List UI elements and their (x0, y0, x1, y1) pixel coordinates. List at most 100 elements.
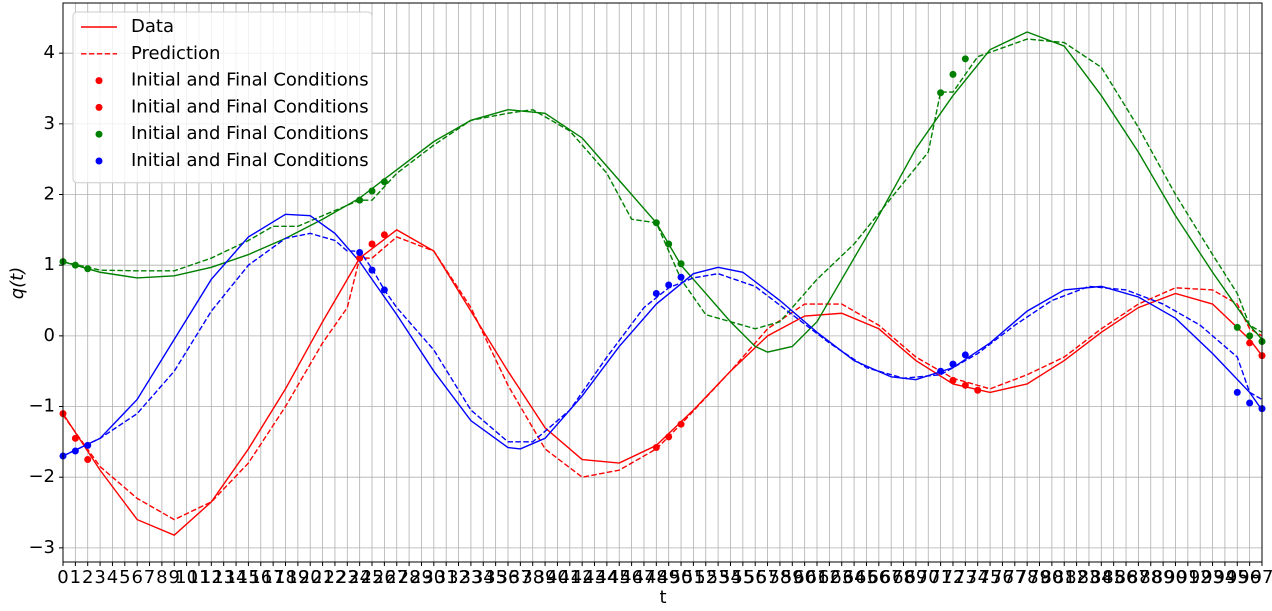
scatter-point (1246, 339, 1254, 347)
scatter-point (961, 351, 969, 359)
x-tick-label: 53 (707, 567, 730, 588)
x-tick-label: 69 (904, 567, 927, 588)
scatter-point (1246, 399, 1254, 407)
x-tick-label: 84 (1090, 567, 1113, 588)
scatter-point (71, 447, 79, 455)
x-tick-label: 60 (793, 567, 816, 588)
x-tick-label: 79 (1028, 567, 1051, 588)
y-tick-label: −2 (28, 466, 55, 487)
x-tick-label: 35 (484, 567, 507, 588)
x-tick-label: 66 (867, 567, 890, 588)
scatter-point (974, 386, 982, 394)
x-tick-label: 3 (94, 567, 105, 588)
x-tick-label: 86 (1115, 567, 1138, 588)
legend-label: Data (131, 16, 174, 37)
x-axis-label: t (659, 587, 666, 608)
x-tick-label: 92 (1189, 567, 1212, 588)
x-tick-label: 80 (1040, 567, 1063, 588)
x-tick-label: 6 (131, 567, 142, 588)
legend-label: Prediction (131, 43, 220, 64)
scatter-point (677, 420, 685, 428)
x-tick-label: 51 (682, 567, 705, 588)
x-tick-label: 67 (880, 567, 903, 588)
scatter-point (677, 260, 685, 268)
x-tick-label: 37 (509, 567, 532, 588)
x-tick-label: 34 (472, 567, 495, 588)
scatter-point (665, 281, 673, 289)
x-tick-label: 33 (459, 567, 482, 588)
scatter-point (368, 266, 376, 274)
x-tick-label: 52 (694, 567, 717, 588)
scatter-point (380, 178, 388, 186)
scatter-point (937, 367, 945, 375)
x-tick-label: 57 (756, 567, 779, 588)
legend-marker (95, 157, 103, 165)
x-tick-label: 27 (385, 567, 408, 588)
x-tick-label: 7 (144, 567, 155, 588)
x-tick-label: 2 (82, 567, 93, 588)
scatter-point (937, 89, 945, 97)
x-tick-label: 18 (274, 567, 297, 588)
scatter-point (380, 231, 388, 239)
scatter-point (368, 240, 376, 248)
x-tick-label: 87 (1127, 567, 1150, 588)
x-tick-label: 0 (57, 567, 68, 588)
scatter-point (961, 55, 969, 63)
x-tick-label: 97 (1251, 567, 1272, 588)
legend-label: Initial and Final Conditions (131, 96, 369, 117)
x-tick-label: 32 (447, 567, 470, 588)
series-line (62, 213, 1263, 457)
scatter-point (380, 286, 388, 294)
scatter-point (1233, 388, 1241, 396)
x-tick-label: 10 (175, 567, 198, 588)
y-tick-label: −3 (28, 537, 55, 558)
x-tick-label: 24 (348, 567, 371, 588)
y-tick-label: 3 (44, 113, 55, 134)
x-tick-label: 71 (929, 567, 952, 588)
x-tick-label: 12 (200, 567, 223, 588)
x-tick-label: 91 (1176, 567, 1199, 588)
x-tick-label: 95 (1226, 567, 1249, 588)
x-tick-label: 46 (620, 567, 643, 588)
legend-label: Initial and Final Conditions (131, 150, 369, 171)
scatter-point (71, 434, 79, 442)
x-tick-label: 29 (410, 567, 433, 588)
x-tick-label: 74 (966, 567, 989, 588)
x-tick-label: 94 (1213, 567, 1236, 588)
legend-marker (95, 130, 103, 138)
x-tick-label: 15 (237, 567, 260, 588)
x-tick-label: 63 (830, 567, 853, 588)
x-tick-label: 64 (843, 567, 866, 588)
x-tick-label: 11 (188, 567, 211, 588)
scatter-point (652, 219, 660, 227)
x-tick-label: 9 (169, 567, 180, 588)
x-tick-label: 31 (435, 567, 458, 588)
x-tick-label: 90 (1164, 567, 1187, 588)
scatter-point (949, 70, 957, 78)
x-tick-label: 85 (1102, 567, 1125, 588)
x-tick-label: 19 (286, 567, 309, 588)
scatter-point (677, 273, 685, 281)
x-tick-label: 21 (311, 567, 334, 588)
legend-label: Initial and Final Conditions (131, 123, 369, 144)
scatter-point (356, 196, 364, 204)
x-tick-label: 96 (1238, 567, 1261, 588)
scatter-point (1233, 323, 1241, 331)
scatter-point (949, 376, 957, 384)
plot-frame (62, 2, 1263, 563)
x-tick-label: 50 (670, 567, 693, 588)
scatter-point (368, 187, 376, 195)
y-axis-label: q(t) (7, 267, 28, 300)
y-tick-label: 1 (44, 254, 55, 275)
legend-marker (95, 77, 103, 85)
x-tick-label: 5 (119, 567, 130, 588)
y-tick-label: 2 (44, 184, 55, 205)
x-tick-label: 25 (361, 567, 384, 588)
x-tick-label: 26 (373, 567, 396, 588)
x-tick-label: 78 (1016, 567, 1039, 588)
scatter-point (356, 248, 364, 256)
scatter-point (84, 265, 92, 273)
x-tick-label: 58 (768, 567, 791, 588)
x-tick-label: 56 (744, 567, 767, 588)
